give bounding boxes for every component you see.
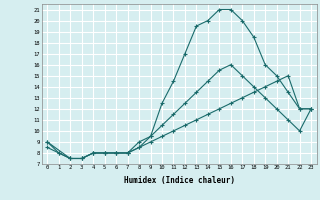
X-axis label: Humidex (Indice chaleur): Humidex (Indice chaleur): [124, 176, 235, 185]
